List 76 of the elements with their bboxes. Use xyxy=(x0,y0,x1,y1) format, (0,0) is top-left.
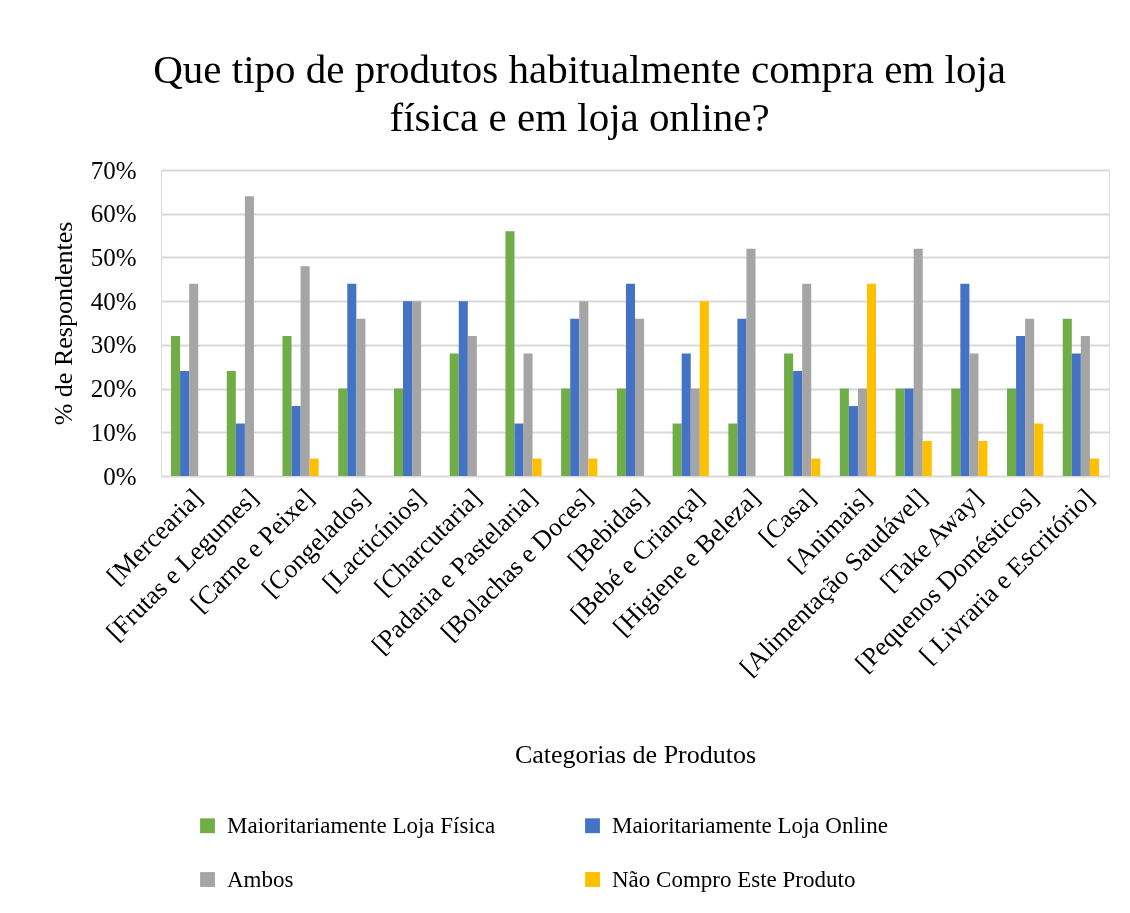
bar xyxy=(839,388,849,476)
y-axis-title: % de Respondentes xyxy=(48,221,78,426)
bar xyxy=(532,458,542,476)
bar xyxy=(579,301,589,476)
bar xyxy=(171,336,181,476)
bar xyxy=(1016,336,1026,476)
bar xyxy=(282,336,292,476)
bar xyxy=(635,318,645,476)
bar xyxy=(951,388,961,476)
bar xyxy=(300,266,310,476)
x-axis-title: Categorias de Produtos xyxy=(514,739,757,769)
bar xyxy=(467,336,477,476)
bar xyxy=(616,388,626,476)
y-tick-label: 10% xyxy=(90,418,137,446)
y-tick-label: 30% xyxy=(90,331,137,359)
bar xyxy=(672,423,682,476)
bar xyxy=(978,441,988,476)
bar xyxy=(895,388,905,476)
bar xyxy=(699,301,709,476)
bar xyxy=(913,248,923,476)
bar xyxy=(793,371,803,476)
bar xyxy=(857,388,867,476)
y-tick-label: 50% xyxy=(90,243,137,271)
bar xyxy=(347,283,357,476)
bar xyxy=(802,283,812,476)
bar xyxy=(449,353,459,476)
bar xyxy=(393,388,404,476)
y-tick-label: 0% xyxy=(103,462,137,490)
bar xyxy=(1007,388,1017,476)
bar xyxy=(690,388,700,476)
bar xyxy=(784,353,794,476)
bar xyxy=(1080,336,1090,476)
bar xyxy=(922,441,932,476)
legend-label: Não Compro Este Produto xyxy=(612,866,856,892)
bar xyxy=(356,318,366,476)
bar xyxy=(235,423,245,476)
chart-title: Que tipo de produtos habitualmente compra em loja física e em loja online? xyxy=(153,46,1006,140)
bar xyxy=(960,283,970,476)
bar xyxy=(1071,353,1081,476)
legend-label: Maioritariamente Loja Física xyxy=(227,812,496,838)
bar xyxy=(904,388,914,476)
y-tick-label: 60% xyxy=(90,200,137,228)
legend-label: Maioritariamente Loja Online xyxy=(612,812,888,838)
bar xyxy=(746,248,756,476)
bar xyxy=(338,388,348,476)
bar xyxy=(737,318,747,476)
bar xyxy=(403,301,413,476)
bar xyxy=(505,231,515,476)
bar xyxy=(625,283,635,476)
bar xyxy=(866,283,877,476)
bar xyxy=(588,458,598,476)
bar xyxy=(969,353,979,476)
bar xyxy=(189,283,199,476)
bar xyxy=(848,406,858,476)
bar xyxy=(226,371,236,476)
y-tick-label: 70% xyxy=(90,156,137,184)
bar xyxy=(523,353,533,476)
y-tick-label: 20% xyxy=(90,375,137,403)
legend-label: Ambos xyxy=(227,866,294,892)
bar xyxy=(514,423,524,476)
bar xyxy=(811,458,821,476)
bar xyxy=(1062,318,1072,476)
bar xyxy=(681,353,691,476)
bar xyxy=(570,318,580,476)
bar xyxy=(1025,318,1035,476)
bar xyxy=(1034,423,1044,476)
y-tick-label: 40% xyxy=(90,287,137,315)
bar xyxy=(244,196,254,476)
bar xyxy=(1089,458,1099,476)
bar xyxy=(180,371,190,476)
bar xyxy=(412,301,422,476)
bar xyxy=(291,406,301,476)
bar xyxy=(561,388,571,476)
bar xyxy=(309,458,319,476)
bar xyxy=(728,423,738,476)
bar xyxy=(458,301,468,476)
